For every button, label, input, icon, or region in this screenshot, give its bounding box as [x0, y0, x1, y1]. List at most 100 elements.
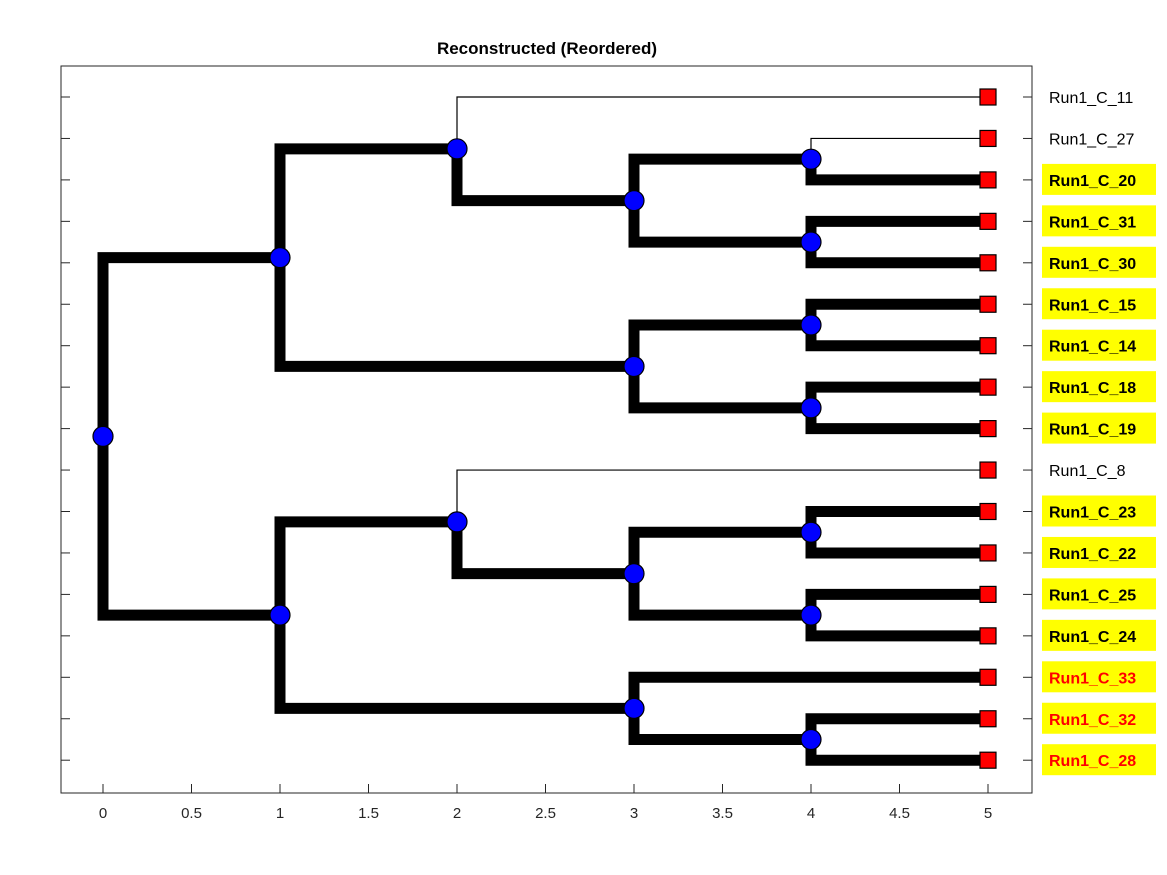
- branch: [805, 242, 988, 269]
- label-highlight: [1042, 246, 1156, 278]
- branch: [628, 153, 811, 201]
- x-tick-label: 2.5: [535, 805, 556, 822]
- branch: [805, 588, 988, 616]
- label-highlight: [1042, 619, 1156, 651]
- leaf-node: [979, 502, 997, 521]
- leaf-label-text: Run1_C_11: [1049, 90, 1133, 107]
- label-highlight: [1042, 495, 1156, 527]
- label-highlight: [1042, 744, 1156, 776]
- branch: [805, 713, 988, 740]
- leaf-node: [979, 585, 997, 604]
- branch: [97, 252, 280, 437]
- branch: [628, 671, 988, 709]
- leaf-node: [979, 171, 997, 189]
- x-tick-label: 0.5: [181, 805, 202, 822]
- leaf-node: [979, 710, 997, 728]
- thin-branch: [456, 96, 988, 149]
- leaf-label-text: Run1_C_23: [1049, 505, 1136, 522]
- axes-frame: [60, 65, 1033, 794]
- leaf-labels: Run1_C_11 Run1_C_27 Run1_C_20 Run1_C_31 Run1…: [1042, 90, 1156, 776]
- leaf-label-run1-c-18: Run1_C_18: [1042, 371, 1156, 403]
- branch: [274, 516, 457, 616]
- branch: [451, 521, 634, 580]
- chart-title: Reconstructed (Reordered): [437, 39, 657, 58]
- branch: [805, 407, 988, 435]
- branch: [628, 573, 811, 621]
- leaf-node: [979, 420, 997, 438]
- label-highlight: [1042, 536, 1156, 568]
- internal-node: [623, 697, 645, 719]
- leaf-label-text: Run1_C_24: [1049, 629, 1136, 646]
- x-tick-label: 2: [453, 805, 461, 822]
- leaf-node: [979, 751, 997, 769]
- leaf-label-text: Run1_C_25: [1049, 587, 1136, 604]
- leaf-label-run1-c-24: Run1_C_24: [1042, 619, 1156, 651]
- leaf-label-text: Run1_C_8: [1049, 463, 1126, 480]
- leaf-label-run1-c-14: Run1_C_14: [1042, 329, 1156, 361]
- internal-node: [269, 247, 291, 269]
- branch: [628, 526, 811, 574]
- internal-node: [623, 563, 645, 585]
- y-axis-ticks: [61, 96, 1032, 761]
- label-highlight: [1042, 288, 1156, 320]
- thin-branch: [810, 137, 988, 160]
- branch: [805, 615, 988, 642]
- internal-node: [800, 148, 822, 170]
- x-tick-label: 5: [984, 805, 992, 822]
- internal-node: [800, 397, 822, 419]
- leaf-label-run1-c-30: Run1_C_30: [1042, 246, 1156, 278]
- leaf-node: [979, 461, 997, 479]
- x-tick-label: 4.5: [889, 805, 910, 822]
- leaf-label-text: Run1_C_33: [1049, 670, 1136, 687]
- label-highlight: [1042, 163, 1156, 195]
- leaf-node: [979, 668, 997, 686]
- branch: [805, 739, 988, 766]
- x-tick-label: 3.5: [712, 805, 733, 822]
- x-tick-label: 0: [99, 805, 107, 822]
- leaf-label-run1-c-15: Run1_C_15: [1042, 288, 1156, 320]
- plot-area-border: [60, 65, 1033, 794]
- leaf-node: [979, 544, 997, 562]
- internal-node: [800, 314, 822, 336]
- internal-node: [800, 521, 822, 543]
- leaf-node: [979, 378, 997, 396]
- leaf-label-run1-c-33: Run1_C_33: [1042, 661, 1156, 693]
- internal-node: [623, 355, 645, 378]
- branch: [805, 506, 988, 533]
- internal-node: [800, 604, 822, 626]
- leaf-label-text: Run1_C_15: [1049, 297, 1136, 314]
- internal-node: [446, 511, 468, 533]
- branch: [97, 436, 280, 621]
- leaf-label-run1-c-25: Run1_C_25: [1042, 578, 1156, 610]
- x-tick-label: 1: [276, 805, 284, 822]
- internal-node: [92, 425, 114, 447]
- branch: [805, 324, 988, 352]
- leaf-node: [979, 627, 997, 645]
- leaf-label-run1-c-8: Run1_C_8: [1049, 463, 1126, 480]
- leaf-node: [979, 254, 997, 272]
- branch: [805, 215, 988, 243]
- x-tick-label: 4: [807, 805, 815, 822]
- branch: [628, 200, 811, 248]
- branch: [805, 532, 988, 559]
- label-highlight: [1042, 702, 1156, 734]
- leaf-label-run1-c-27: Run1_C_27: [1049, 131, 1135, 148]
- branch: [805, 159, 988, 186]
- label-highlight: [1042, 661, 1156, 693]
- leaf-label-run1-c-32: Run1_C_32: [1042, 702, 1156, 734]
- leaf-label-text: Run1_C_18: [1049, 380, 1136, 397]
- leaf-label-text: Run1_C_14: [1049, 339, 1136, 356]
- leaf-label-run1-c-28: Run1_C_28: [1042, 744, 1156, 776]
- x-axis-ticks: 0 0.5 1 1.5 2 2.5 3 3.5 4 4.5 5: [99, 784, 992, 822]
- thin-branch: [456, 469, 988, 522]
- branch: [805, 381, 988, 408]
- branches: [97, 96, 988, 766]
- leaf-node: [979, 295, 997, 313]
- leaf-label-text: Run1_C_22: [1049, 546, 1136, 563]
- leaf-node: [979, 129, 997, 148]
- leaf-label-run1-c-19: Run1_C_19: [1042, 412, 1156, 444]
- x-tick-label: 3: [630, 805, 638, 822]
- nodes: [92, 88, 997, 769]
- leaf-label-run1-c-31: Run1_C_31: [1042, 205, 1156, 237]
